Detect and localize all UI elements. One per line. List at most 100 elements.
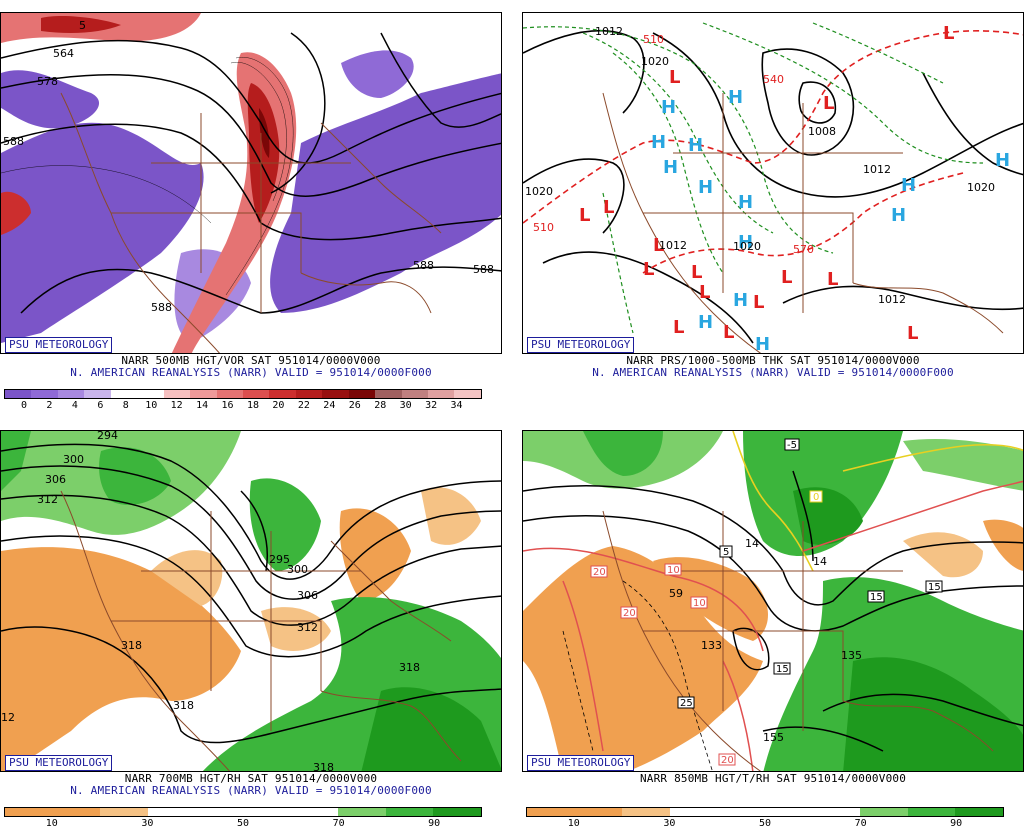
colorbar-swatch — [812, 808, 861, 816]
colorbar-tick-label: 10 — [145, 400, 158, 411]
svg-text:L: L — [827, 269, 838, 290]
contour-label: 155 — [763, 731, 784, 744]
colorbar-tick-label: 8 — [122, 400, 129, 411]
svg-text:H: H — [661, 97, 676, 118]
colorbar-tick-label: 28 — [374, 400, 387, 411]
contour-label: 133 — [701, 639, 722, 652]
colorbar-swatch — [322, 390, 349, 398]
svg-text:H: H — [688, 135, 703, 156]
colorbar-swatch — [527, 808, 575, 816]
contour-label: 578 — [37, 75, 58, 88]
caption-valid: N. AMERICAN REANALYSIS (NARR) VALID = 95… — [592, 366, 954, 379]
svg-text:L: L — [699, 282, 710, 303]
colorbar-swatch — [163, 390, 191, 398]
map-500mb: 564 578 588 588 588 588 5 PSU METEOROLOG… — [0, 12, 502, 354]
contour-label: 318 — [313, 761, 334, 772]
colorbar-tick-label: 2 — [46, 400, 53, 411]
isobar-label: 1012 — [878, 293, 906, 306]
contour-label: 312 — [297, 621, 318, 634]
svg-text:L: L — [673, 317, 684, 338]
isotherm-label: 15 — [870, 592, 883, 603]
thickness-label: 540 — [763, 73, 784, 86]
svg-text:L: L — [781, 267, 792, 288]
colorbar-swatch — [100, 808, 148, 816]
colorbar-swatch — [433, 808, 481, 816]
colorbar-swatch — [428, 390, 455, 398]
thickness-label: 510 — [533, 221, 554, 234]
colorbar-swatch — [295, 390, 323, 398]
colorbar-swatch — [717, 808, 765, 816]
contour-label: 306 — [45, 473, 66, 486]
colorbar-swatch — [31, 390, 58, 398]
psu-badge: PSU METEOROLOGY — [5, 337, 113, 353]
colorbar-tick-label: 70 — [332, 818, 345, 829]
colorbar-tick-label: 16 — [221, 400, 234, 411]
colorbar-tick-label: 50 — [236, 818, 250, 829]
colorbar-swatch — [348, 390, 376, 398]
isotherm-label: 15 — [776, 664, 789, 675]
colorbar-tick-label: 18 — [246, 400, 260, 411]
colorbar-swatch — [574, 808, 623, 816]
isobar-label: 1012 — [659, 239, 687, 252]
svg-text:H: H — [698, 312, 713, 333]
colorbar — [4, 389, 482, 399]
colorbar-tick-label: 10 — [567, 818, 580, 829]
isobar-label: 1020 — [967, 181, 995, 194]
colorbar-swatch — [375, 390, 402, 398]
colorbar-swatch — [147, 808, 196, 816]
colorbar-tick-label: 14 — [196, 400, 209, 411]
colorbar-swatch — [84, 390, 111, 398]
colorbar-swatch — [57, 390, 85, 398]
colorbar-tick-label: 30 — [141, 818, 154, 829]
svg-text:H: H — [738, 192, 753, 213]
caption-valid: N. AMERICAN REANALYSIS (NARR) VALID = 95… — [70, 784, 432, 797]
svg-text:H: H — [995, 150, 1010, 171]
svg-text:L: L — [669, 67, 680, 88]
colorbar-swatch — [52, 808, 101, 816]
map-850mb: -5 0 5 10 10 15 15 15 20 20 20 — [522, 430, 1024, 772]
colorbar-ticks: 0 2 4 6 8 10 12 14 16 18 20 22 24 26 28 30 32 34 — [4, 400, 482, 412]
colorbar-tick-label: 10 — [45, 818, 58, 829]
colorbar-swatch — [338, 808, 386, 816]
svg-text:L: L — [907, 323, 918, 344]
contour-label: 300 — [63, 453, 84, 466]
panel-850mb-t-rh: -5 0 5 10 10 15 15 15 20 20 20 — [522, 430, 1024, 830]
colorbar-swatch — [385, 808, 434, 816]
svg-text:L: L — [823, 93, 834, 114]
colorbar-tick-label: 0 — [20, 400, 28, 411]
colorbar-swatch — [669, 808, 718, 816]
svg-text:H: H — [733, 290, 748, 311]
isobar-label: 1012 — [595, 25, 623, 38]
map-700mb-svg: 294 300 306 312 318 318 318 12 295 300 3… — [1, 431, 501, 772]
svg-text:H: H — [698, 177, 713, 198]
colorbar-tick-label: 34 — [450, 400, 463, 411]
colorbar-swatch — [137, 390, 164, 398]
colorbar-swatch — [190, 390, 217, 398]
colorbar-swatch — [242, 390, 270, 398]
caption-title: NARR 700MB HGT/RH SAT 951014/0000V000 — [124, 772, 378, 785]
colorbar-tick-label: 26 — [348, 400, 361, 411]
colorbar-swatch — [110, 390, 138, 398]
panel-500mb-vorticity: 564 578 588 588 588 588 5 PSU METEOROLOG… — [0, 12, 502, 412]
contour-label: 300 — [287, 563, 308, 576]
svg-text:H: H — [901, 175, 916, 196]
caption-title: NARR 850MB HGT/T/RH SAT 951014/0000V000 — [639, 772, 907, 785]
colorbar-swatch — [5, 808, 53, 816]
caption-title: NARR 500MB HGT/VOR SAT 951014/0000V000 — [121, 354, 381, 367]
panel-700mb-rh: 294 300 306 312 318 318 318 12 295 300 3… — [0, 430, 502, 830]
contour-label: 588 — [413, 259, 434, 272]
contour-label: 14 — [745, 537, 759, 550]
svg-text:H: H — [728, 87, 743, 108]
psu-badge: PSU METEOROLOGY — [527, 337, 635, 353]
svg-text:H: H — [651, 132, 666, 153]
colorbar-tick-label: 12 — [170, 400, 183, 411]
contour-label: 12 — [1, 711, 15, 724]
contour-label: 564 — [53, 47, 74, 60]
isotherm-label: 20 — [593, 567, 606, 578]
colorbar-tick-label: 24 — [323, 400, 336, 411]
svg-text:H: H — [755, 334, 770, 354]
svg-text:L: L — [653, 235, 664, 256]
isotherm-label: 10 — [667, 565, 680, 576]
svg-text:L: L — [691, 262, 702, 283]
colorbar-tick-label: 4 — [71, 400, 78, 411]
